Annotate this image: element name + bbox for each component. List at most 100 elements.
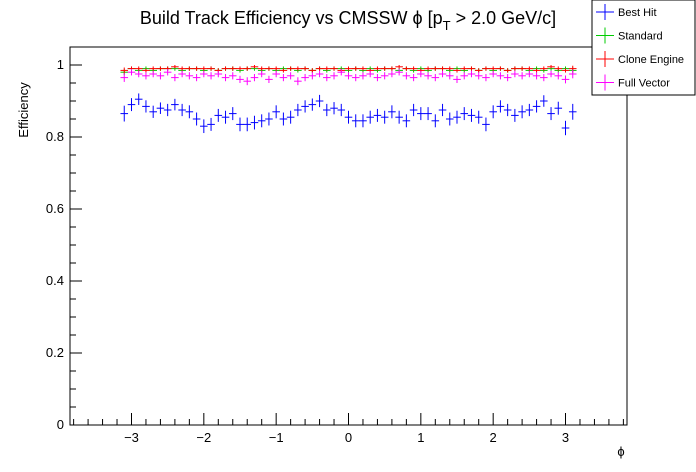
data-series [120, 65, 577, 136]
data-point [380, 66, 389, 71]
data-point [163, 103, 172, 117]
data-point [178, 70, 186, 78]
data-point [503, 103, 512, 117]
title-sub: T [443, 18, 451, 33]
data-point [445, 112, 454, 126]
data-point [554, 101, 563, 115]
data-point [286, 72, 295, 80]
data-point [221, 110, 230, 124]
data-point [351, 66, 360, 71]
data-point [373, 66, 382, 71]
data-point [525, 70, 534, 78]
data-point [323, 74, 331, 82]
data-point [402, 72, 411, 80]
data-point [171, 74, 179, 82]
data-point [134, 93, 143, 105]
data-point [561, 120, 570, 136]
data-point [149, 66, 157, 71]
series-clone-engine [120, 65, 577, 74]
data-point [511, 70, 519, 78]
data-point [554, 72, 563, 80]
data-point [134, 66, 143, 71]
data-point [250, 74, 259, 82]
data-point [388, 66, 396, 71]
data-point [330, 66, 338, 71]
data-point [359, 66, 367, 71]
data-point [344, 110, 353, 124]
data-point [185, 72, 194, 80]
y-tick-label: 1 [57, 57, 64, 72]
data-point [482, 117, 490, 132]
y-axis-title: Efficiency [16, 82, 31, 138]
data-point [228, 66, 237, 71]
data-point [395, 110, 403, 124]
data-point [568, 69, 577, 79]
data-point [561, 68, 570, 73]
data-point [149, 105, 157, 118]
data-point [402, 66, 411, 71]
y-tick-label: 0.2 [46, 345, 64, 360]
data-point [388, 70, 396, 78]
data-point [134, 70, 143, 78]
data-point [265, 112, 273, 126]
data-point [467, 108, 476, 122]
legend: Best Hit Standard Clone Engine Full Vector [591, 0, 696, 96]
legend-label: Best Hit [618, 7, 657, 19]
title-suffix: > 2.0 GeV/c] [451, 8, 557, 28]
data-point [315, 66, 324, 71]
data-point [257, 66, 266, 71]
data-point [286, 66, 295, 71]
data-point [568, 103, 577, 120]
data-point [525, 66, 534, 71]
data-point [380, 110, 389, 124]
data-point [561, 75, 570, 84]
data-point [265, 75, 273, 83]
data-point [474, 72, 483, 80]
data-point [431, 74, 440, 82]
data-point [467, 70, 476, 78]
data-point [511, 66, 519, 71]
data-point [243, 117, 252, 132]
data-point [308, 68, 317, 73]
data-point [532, 100, 541, 113]
data-point [178, 66, 186, 71]
data-point [120, 67, 129, 74]
x-axis-title: ϕ [617, 444, 624, 459]
data-point [315, 94, 324, 108]
data-point [518, 72, 526, 80]
data-point [142, 100, 150, 113]
data-point [228, 72, 237, 80]
data-point [467, 66, 476, 71]
data-point [265, 66, 273, 71]
data-point [409, 103, 418, 117]
data-point [532, 68, 541, 73]
series-full-vector [120, 68, 577, 86]
data-point [431, 114, 440, 128]
data-point [178, 103, 186, 117]
legend-entry: Best Hit [596, 4, 657, 20]
data-point [540, 66, 548, 71]
data-point [236, 66, 244, 71]
data-point [359, 114, 367, 128]
data-point [460, 72, 469, 80]
data-point [395, 68, 403, 76]
x-tick-label: −1 [269, 430, 284, 445]
data-point [171, 65, 179, 69]
data-point [315, 70, 324, 78]
data-point [547, 65, 555, 69]
legend-entry: Standard [596, 27, 663, 44]
data-point [192, 112, 201, 126]
title-mid: [p [423, 8, 443, 28]
data-point [554, 66, 563, 71]
data-point [294, 77, 302, 86]
data-point [351, 114, 360, 128]
data-point [142, 68, 150, 73]
data-point [207, 72, 215, 80]
data-point [142, 72, 150, 80]
data-point [460, 107, 469, 121]
data-point [424, 107, 432, 121]
data-point [532, 72, 541, 80]
data-point [200, 66, 208, 71]
data-point [424, 66, 432, 71]
